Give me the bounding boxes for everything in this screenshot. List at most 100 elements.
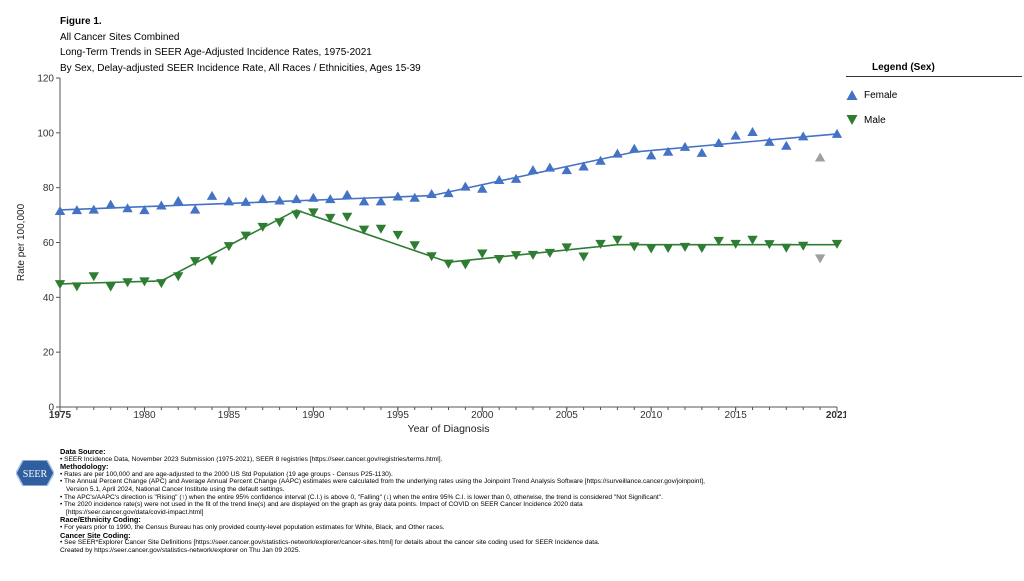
x-axis-title: Year of Diagnosis	[408, 423, 490, 435]
data-point-female	[392, 191, 404, 201]
methodology-line-3: • The APC's/AAPC's direction is "Rising"…	[60, 493, 663, 501]
data-point-female	[679, 141, 691, 151]
data-point-male	[71, 282, 83, 292]
data-point-male	[257, 222, 268, 232]
data-point-female	[510, 173, 522, 183]
data-point-male	[409, 241, 420, 251]
data-point-female	[578, 161, 589, 171]
chart-axes-layer: 0 20 40 60 80 100 120 1975 1980 1985 1990 1995 2000 2…	[16, 74, 846, 436]
x-tick-label: 2021	[826, 410, 846, 421]
data-points-layer	[54, 127, 843, 292]
seer-logo: SEER	[16, 460, 54, 486]
figure-label: Figure 1.	[60, 16, 102, 27]
data-point-male	[747, 235, 758, 245]
data-point-female	[460, 181, 471, 191]
data-point-male	[139, 277, 150, 287]
data-point-female	[662, 146, 674, 156]
data-point-male	[206, 256, 218, 266]
data-point-female	[308, 192, 319, 202]
data-point-female	[88, 204, 99, 214]
race-heading: Race/Ethnicity Coding:	[60, 515, 141, 525]
data-point-male	[375, 224, 387, 234]
data-point-female	[409, 192, 420, 202]
x-tick-label: 2000	[471, 410, 494, 421]
seer-logo-text: SEER	[23, 469, 48, 480]
methodology-line-2b: Version 5.1, April 2024, National Cancer…	[66, 485, 285, 493]
data-source-line: • SEER Incidence Data, November 2023 Sub…	[60, 455, 443, 463]
y-tick-label: 120	[37, 74, 54, 85]
data-point-female	[629, 143, 640, 153]
data-point-female	[173, 195, 184, 205]
data-point-male	[341, 212, 353, 222]
data-point-female	[54, 205, 66, 215]
methodology-line-2: • The Annual Percent Change (APC) and Av…	[60, 478, 705, 486]
legend-item-male[interactable]: Male	[846, 114, 886, 126]
data-point-male	[510, 251, 522, 261]
data-point-male	[662, 243, 674, 253]
data-point-female	[713, 137, 724, 147]
data-point-female	[105, 199, 116, 209]
data-point-male	[544, 248, 556, 258]
data-point-female	[240, 196, 252, 206]
data-point-male	[426, 252, 437, 262]
y-tick-label: 80	[43, 183, 55, 194]
data-point-male	[612, 235, 623, 245]
data-point-female	[443, 188, 454, 198]
data-point-female	[747, 127, 758, 137]
data-point-female	[595, 155, 606, 165]
data-point-male	[240, 231, 252, 241]
y-axis-title: Rate per 100,000	[16, 203, 27, 281]
data-point-male	[527, 250, 539, 260]
race-line: • For years prior to 1990, the Census Bu…	[60, 523, 445, 531]
data-point-female	[375, 196, 387, 206]
y-tick-label: 40	[43, 293, 55, 304]
data-point-female	[156, 200, 167, 210]
data-point-male	[679, 242, 691, 252]
x-tick-label: 2015	[725, 410, 748, 421]
data-point-female	[341, 189, 353, 199]
data-point-female	[274, 195, 285, 205]
y-tick-label: 60	[43, 238, 55, 249]
chart-title-trend: Long-Term Trends in SEER Age-Adjusted In…	[60, 47, 372, 58]
data-point-female	[206, 190, 218, 200]
data-point-male	[781, 243, 792, 253]
data-point-male	[493, 254, 505, 264]
data-point-female	[798, 131, 809, 141]
data-point-male	[831, 239, 843, 249]
x-tick-label: 2005	[556, 410, 579, 421]
data-point-male	[696, 243, 708, 253]
data-point-male	[54, 280, 66, 290]
data-point-female	[814, 152, 826, 162]
data-point-female	[645, 150, 657, 160]
y-tick-label: 0	[48, 403, 54, 414]
x-tick-label: 1990	[302, 410, 325, 421]
data-point-female	[696, 147, 708, 157]
legend-label-female: Female	[864, 89, 898, 101]
x-tick-label: 1980	[133, 410, 156, 421]
chart-title-site: All Cancer Sites Combined	[60, 31, 180, 43]
data-point-male	[105, 282, 116, 292]
data-point-male	[730, 239, 741, 249]
data-point-male	[561, 243, 572, 253]
data-point-male	[814, 254, 826, 264]
triangle-up-icon	[846, 90, 858, 100]
data-point-female	[223, 196, 235, 206]
site-heading: Cancer Site Coding:	[60, 530, 131, 540]
data-point-female	[561, 165, 572, 175]
data-point-male	[156, 279, 167, 289]
data-point-male	[798, 241, 809, 251]
data-point-male	[578, 252, 589, 262]
data-point-male	[122, 278, 133, 288]
data-point-female	[781, 140, 792, 150]
data-point-female	[358, 196, 370, 206]
methodology-line-4b: [https://seer.cancer.gov/data/covid-impa…	[66, 508, 204, 516]
data-point-female	[189, 204, 201, 214]
data-point-male	[173, 272, 184, 282]
data-point-female	[122, 203, 133, 213]
data-point-male	[764, 240, 775, 250]
legend-item-female[interactable]: Female	[846, 89, 897, 101]
chart-plot: 0 20 40 60 80 100 120 1975 1980 1985 1990 1995 2000 2…	[16, 74, 846, 436]
data-point-female	[493, 174, 505, 184]
created-line: Created by https://seer.cancer.gov/stati…	[60, 546, 301, 554]
data-point-male	[477, 249, 488, 259]
